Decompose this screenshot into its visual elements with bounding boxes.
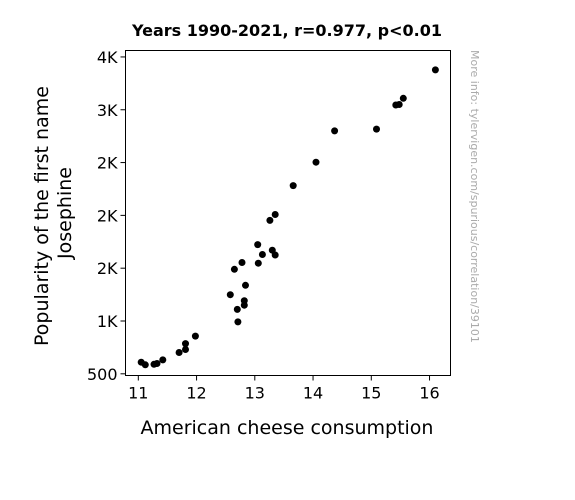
x-tick-label: 15 xyxy=(361,384,381,403)
plot-area-frame xyxy=(125,50,451,376)
y-axis-label-line-1: Popularity of the first name xyxy=(31,86,53,346)
y-tick-label: 1K xyxy=(97,312,118,331)
chart-title: Years 1990-2021, r=0.977, p<0.01 xyxy=(131,21,442,40)
data-point-17 xyxy=(242,281,249,289)
y-tick-label: 500 xyxy=(87,365,118,384)
data-point-6 xyxy=(175,349,183,356)
x-tick-label: 13 xyxy=(245,384,265,403)
data-point-12 xyxy=(233,305,241,313)
x-axis-label: American cheese consumption xyxy=(141,417,434,439)
data-point-5 xyxy=(159,356,167,364)
data-point-14 xyxy=(238,259,246,266)
data-point-23 xyxy=(271,211,279,218)
data-point-13 xyxy=(234,318,242,326)
x-tick-label: 11 xyxy=(128,384,148,403)
data-point-4 xyxy=(153,360,161,367)
y-tick-label: 4K xyxy=(97,48,118,67)
data-point-2 xyxy=(141,361,149,369)
data-point-32 xyxy=(431,66,439,74)
data-point-31 xyxy=(399,94,407,102)
data-point-10 xyxy=(226,291,234,299)
y-axis-label: Popularity of the first name Josephine xyxy=(31,80,76,346)
y-axis-label-line-2: Josephine xyxy=(54,167,76,260)
data-point-27 xyxy=(331,127,339,135)
data-point-28 xyxy=(373,125,380,133)
data-point-30 xyxy=(395,101,403,108)
data-point-7 xyxy=(182,346,189,353)
x-tick-label: 16 xyxy=(419,384,439,403)
data-points xyxy=(137,66,439,369)
data-point-21 xyxy=(266,216,274,224)
data-point-8 xyxy=(182,340,189,348)
y-axis-ticks: 500 1K 2K 2K 2K 3K 4K xyxy=(87,48,126,384)
data-point-26 xyxy=(312,158,320,166)
y-tick-label: 2K xyxy=(97,206,118,225)
y-tick-label: 2K xyxy=(97,154,118,173)
data-point-11 xyxy=(230,265,238,273)
data-point-19 xyxy=(254,259,262,267)
data-point-24 xyxy=(271,251,279,259)
data-point-16 xyxy=(240,297,248,305)
y-tick-label: 3K xyxy=(97,101,118,120)
y-tick-label: 2K xyxy=(97,259,118,278)
data-point-18 xyxy=(254,241,262,249)
source-watermark: More info: tylervigen.com/spurious/corre… xyxy=(468,50,481,343)
x-tick-label: 12 xyxy=(186,384,206,403)
data-point-9 xyxy=(191,332,199,340)
data-point-25 xyxy=(289,182,297,190)
data-point-20 xyxy=(258,251,266,258)
x-tick-label: 14 xyxy=(303,384,323,403)
x-axis-ticks: 11 12 13 14 15 16 xyxy=(128,375,440,403)
